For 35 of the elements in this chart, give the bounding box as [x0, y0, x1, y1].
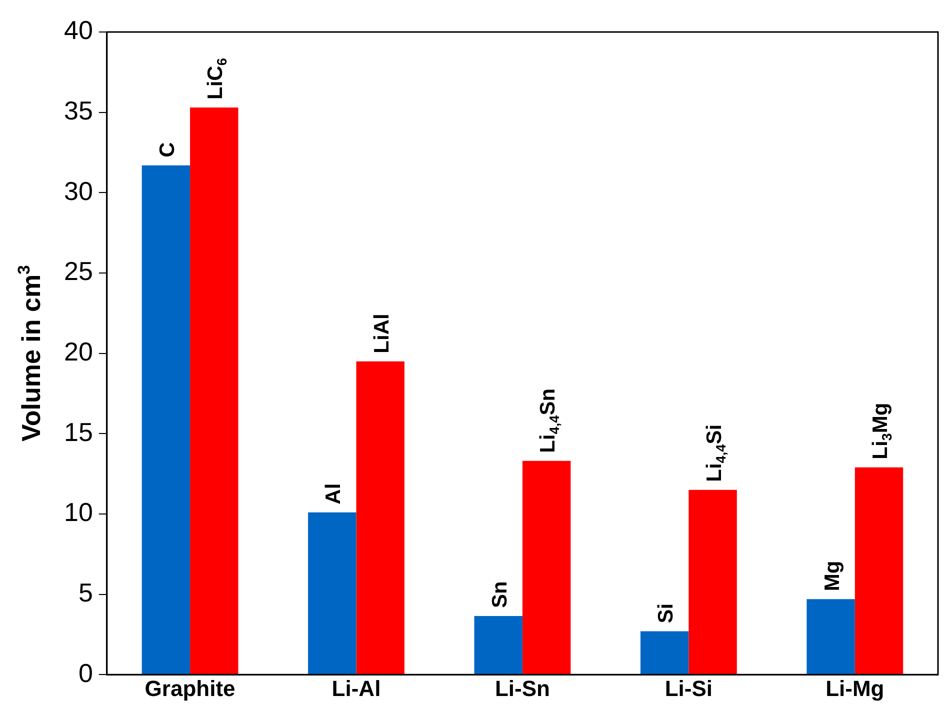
bar	[190, 108, 238, 674]
annotation: Si	[654, 603, 678, 624]
bar	[640, 631, 689, 674]
bar	[688, 490, 737, 674]
annotation: Li3Mg	[868, 402, 895, 460]
annotation: Li4,4Si	[702, 424, 728, 482]
annotation: LiAl	[370, 314, 394, 354]
annotation: Mg	[820, 560, 844, 592]
bar	[522, 460, 571, 674]
y-tick-label: 20	[64, 336, 93, 366]
bar	[356, 361, 404, 674]
y-tick-label: 10	[64, 497, 93, 528]
y-tick-label: 35	[64, 95, 93, 126]
y-tick-label: 5	[78, 577, 93, 608]
x-tick-label: Li-Si	[664, 676, 713, 701]
y-tick-label: 40	[64, 15, 93, 46]
annotation: Sn	[488, 581, 512, 608]
x-tick-label: Li-Sn	[494, 676, 550, 701]
bar	[142, 165, 190, 674]
y-tick-label: 30	[64, 176, 93, 206]
annotation: Li4,4Sn	[536, 388, 562, 453]
x-tick-label: Graphite	[144, 676, 236, 701]
y-tick-label: 15	[64, 416, 93, 447]
annotation: LiC6	[204, 58, 230, 100]
bar	[474, 616, 522, 674]
bar	[308, 512, 356, 674]
x-tick-label: Li-Al	[332, 676, 381, 701]
annotation: Al	[322, 483, 346, 504]
annotation: C	[156, 142, 179, 158]
bar	[854, 467, 904, 674]
y-axis-title: Volume in cm3	[14, 265, 46, 442]
y-tick-label: 25	[64, 256, 93, 286]
x-tick-label: Li-Mg	[826, 676, 884, 701]
y-tick-label: 0	[78, 658, 93, 688]
bar	[806, 599, 855, 674]
